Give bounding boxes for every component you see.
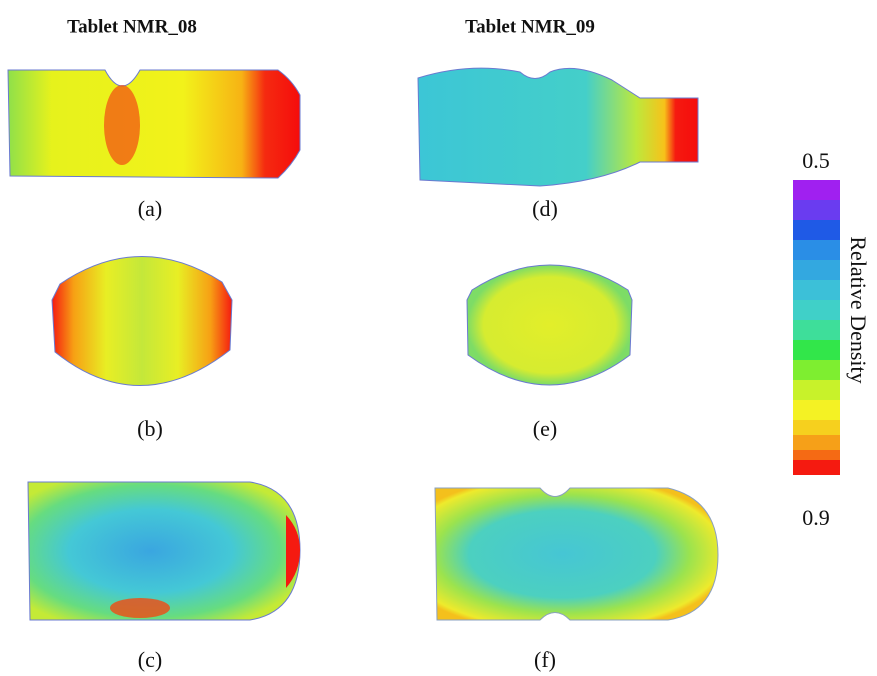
density-region xyxy=(110,598,170,618)
density-map xyxy=(28,482,300,620)
density-map xyxy=(8,70,300,178)
page: {"columns": [ {"title": "Tablet NMR_08",… xyxy=(0,0,877,676)
density-map xyxy=(52,256,232,385)
panel-label: (a) xyxy=(138,196,162,221)
colorbar-label: Relative Density xyxy=(846,236,871,383)
density-region xyxy=(104,85,140,165)
colorbar-max: 0.9 xyxy=(802,505,830,530)
panel-label: (f) xyxy=(534,647,556,672)
colorbar xyxy=(793,180,840,475)
panel-label: (d) xyxy=(532,196,558,221)
column-title: Tablet NMR_09 xyxy=(465,16,595,37)
column-title: Tablet NMR_08 xyxy=(67,16,197,37)
panel-label: (e) xyxy=(533,416,557,441)
density-map xyxy=(435,488,718,620)
panel-label: (c) xyxy=(138,647,162,672)
panel-label: (b) xyxy=(137,416,163,441)
figure: Tablet NMR_08 Tablet NMR_09 (a) (d) (b) … xyxy=(0,0,877,676)
density-map xyxy=(418,68,698,186)
density-map xyxy=(467,265,632,385)
colorbar-min: 0.5 xyxy=(802,148,830,173)
